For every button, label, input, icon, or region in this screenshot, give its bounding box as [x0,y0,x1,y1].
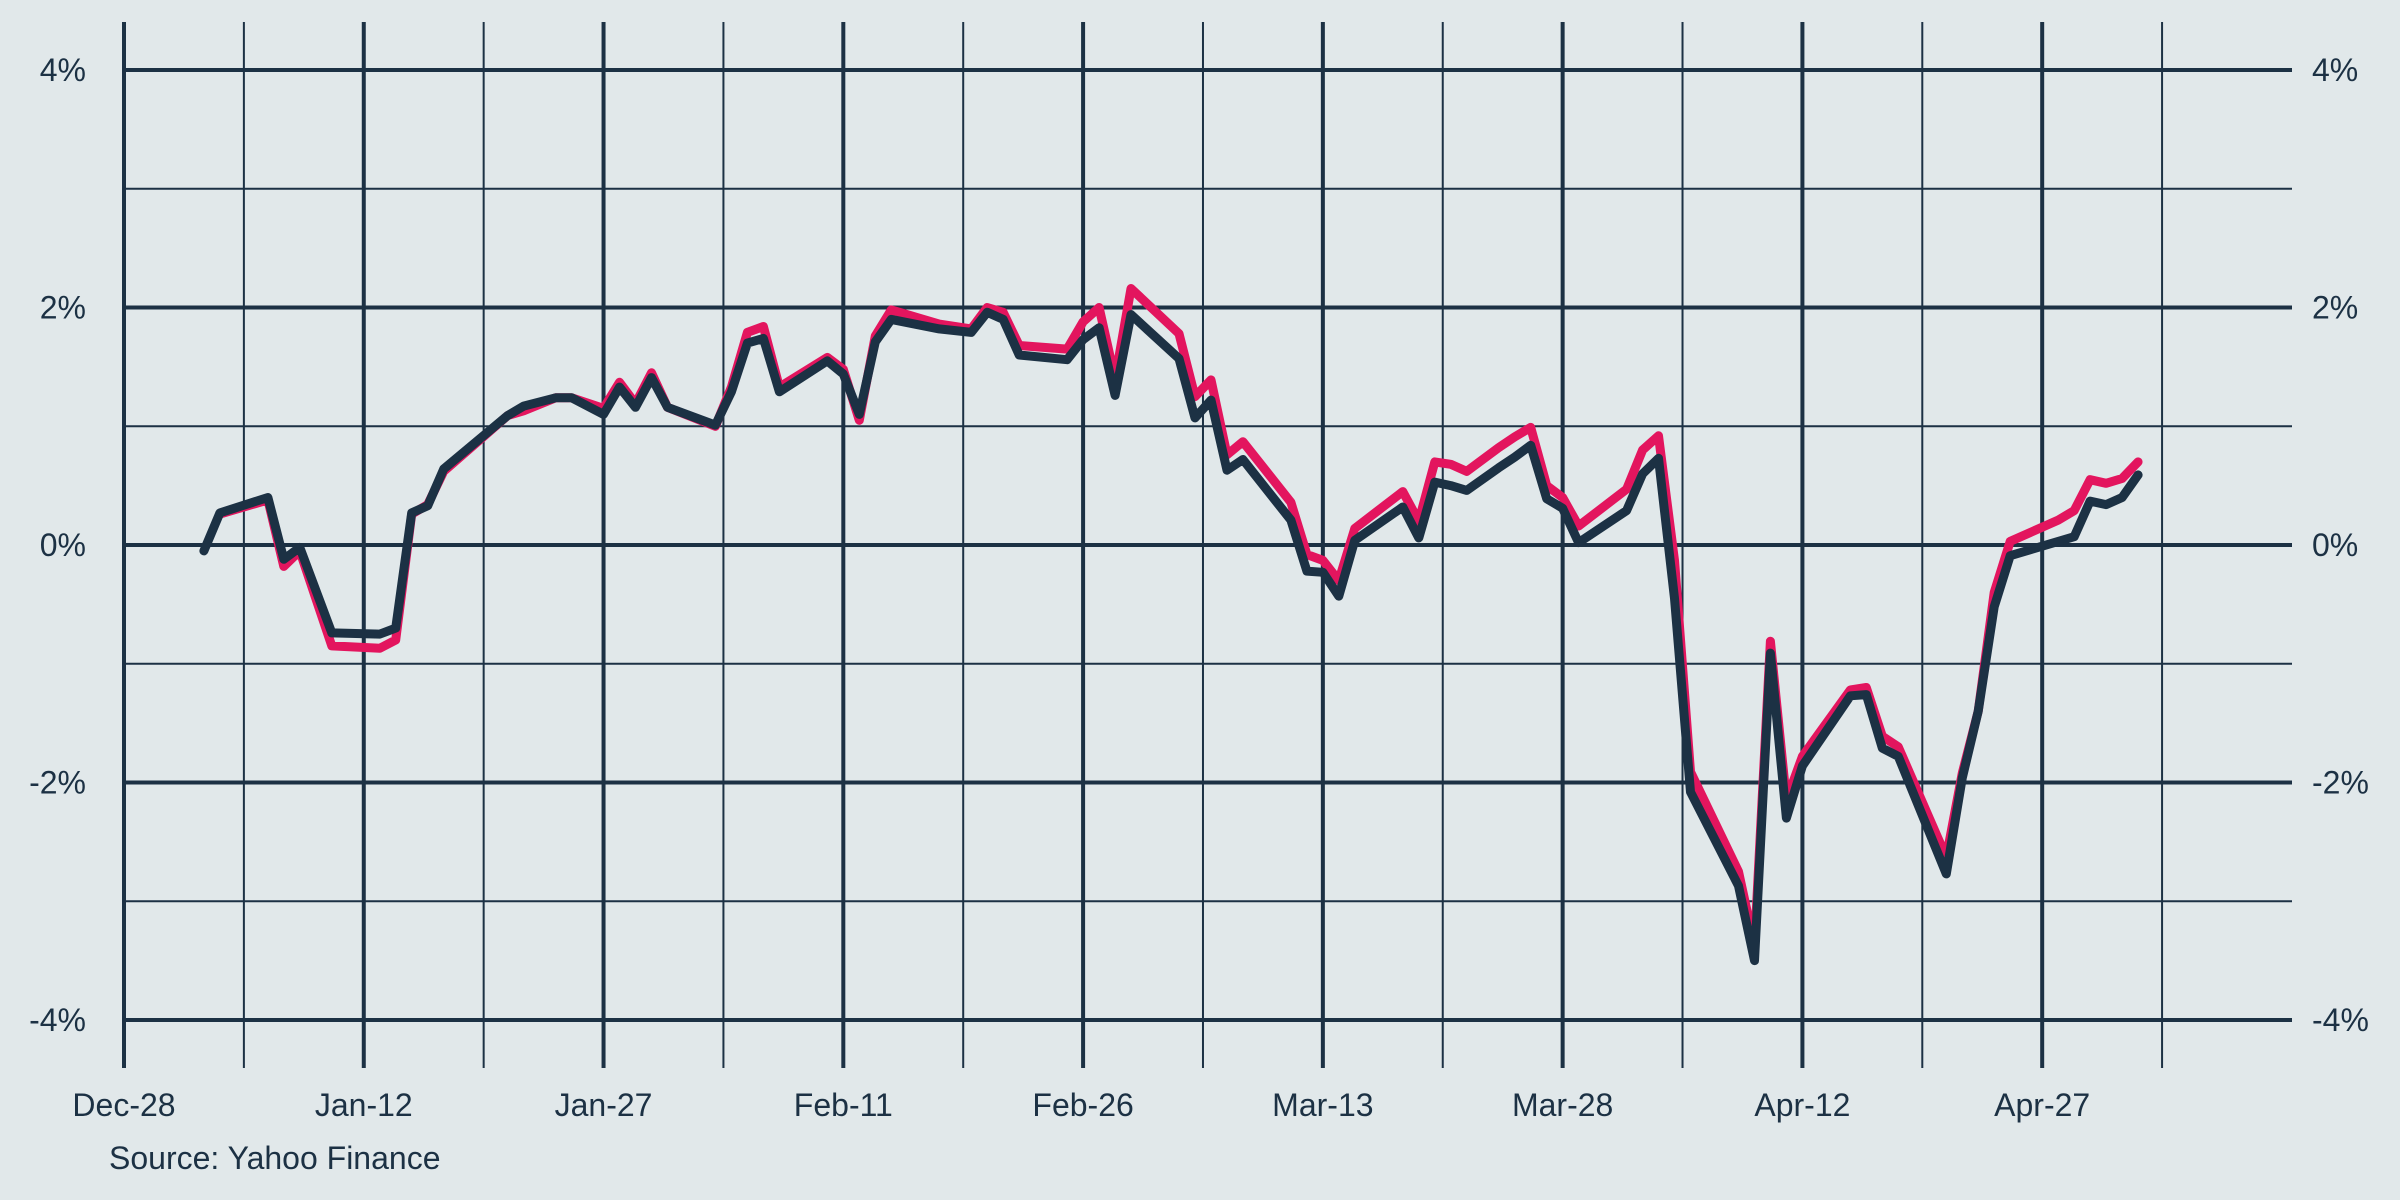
x-tick-label: Mar-13 [1272,1087,1373,1123]
x-tick-label: Feb-26 [1032,1087,1133,1123]
x-tick-label: Apr-27 [1994,1087,2090,1123]
y-tick-label-right: -2% [2312,765,2369,801]
series-lines [199,284,2143,966]
grid [122,22,2292,1068]
y-tick-label-left: 2% [40,290,86,326]
y-tick-label-right: 4% [2312,52,2358,88]
x-tick-label: Dec-28 [72,1087,175,1123]
source-caption: Source: Yahoo Finance [109,1140,440,1176]
y-tick-label-left: -4% [29,1002,86,1038]
x-tick-label: Apr-12 [1754,1087,1850,1123]
series-line-dark [199,307,2143,966]
y-tick-label-right: -4% [2312,1002,2369,1038]
x-tick-label: Feb-11 [794,1087,893,1123]
tick-labels: Dec-28 Jan-12 Jan-27 Feb-11 Feb-26 Mar-13 Mar-… [29,52,2369,1123]
x-tick-label: Jan-12 [315,1087,413,1123]
y-tick-label-left: -2% [29,765,86,801]
y-tick-label-right: 0% [2312,527,2358,563]
x-tick-label: Mar-28 [1512,1087,1613,1123]
x-tick-label: Jan-27 [555,1087,653,1123]
y-tick-label-right: 2% [2312,290,2358,326]
y-tick-label-left: 4% [40,52,86,88]
y-tick-label-left: 0% [40,527,86,563]
